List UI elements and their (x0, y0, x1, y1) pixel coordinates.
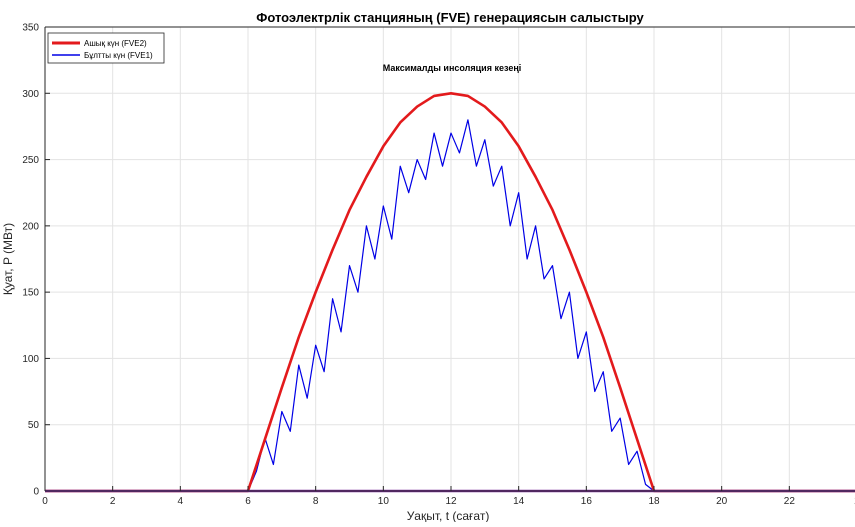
x-tick-label: 6 (245, 496, 251, 507)
y-tick-label: 200 (22, 221, 39, 232)
y-tick-label: 0 (33, 487, 39, 498)
series-line-fve2 (45, 91, 855, 493)
x-tick-label: 0 (42, 496, 48, 507)
legend-box (47, 32, 165, 64)
chart-title: Фотоэлектрлік станцияның (FVE) генерация… (256, 10, 644, 25)
x-tick-label: 4 (178, 496, 184, 507)
legend-label-fve2: Ашық күн (FVE2) (84, 39, 147, 48)
y-axis-label: Қуат, P (МВт) (1, 223, 15, 295)
y-tick-label: 300 (22, 89, 39, 100)
x-tick-label: 10 (378, 496, 390, 507)
x-tick-label: 20 (716, 496, 728, 507)
x-tick-label: 18 (648, 496, 660, 507)
y-tick-label: 100 (22, 354, 39, 365)
x-tick-label: 8 (313, 496, 319, 507)
x-tick-label: 14 (513, 496, 525, 507)
x-tick-label: 12 (445, 496, 457, 507)
legend-label-fve1: Бұлтты күн (FVE1) (84, 51, 153, 60)
peak-annotation: Максималды инсоляция кезеңі (383, 63, 522, 73)
x-axis-label: Уақыт, t (сағат) (407, 509, 490, 522)
y-tick-label: 350 (22, 23, 39, 34)
x-tick-label: 16 (581, 496, 593, 507)
tick-labels: 0246810121416182022205010015020025030035… (22, 23, 855, 508)
y-tick-label: 150 (22, 288, 39, 299)
x-tick-label: 22 (784, 496, 796, 507)
y-tick-label: 50 (28, 420, 40, 431)
series-line-fve1 (45, 119, 855, 492)
plot-area (45, 27, 855, 491)
y-tick-label: 250 (22, 155, 39, 166)
x-tick-label: 2 (110, 496, 116, 507)
legend: Ашық күн (FVE2) Бұлтты күн (FVE1) (47, 32, 165, 64)
